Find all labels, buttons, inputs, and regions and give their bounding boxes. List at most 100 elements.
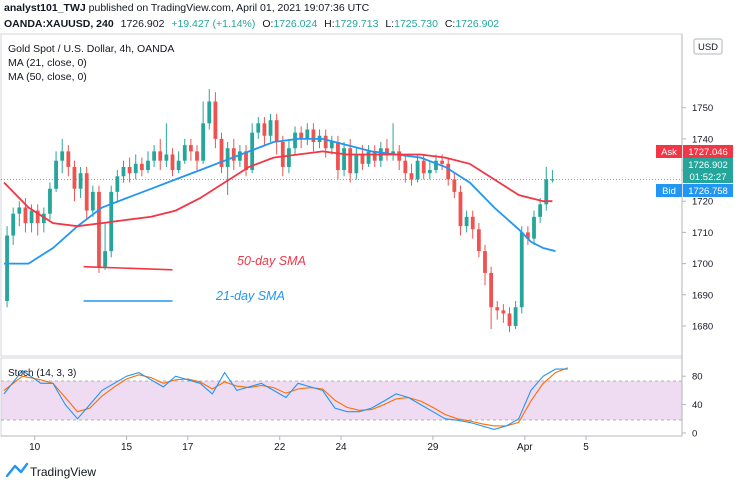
candle-body bbox=[5, 235, 9, 301]
candle-body bbox=[311, 129, 316, 142]
candle-body bbox=[78, 173, 83, 189]
low-label: L: bbox=[385, 18, 395, 30]
bid-label: Bid bbox=[662, 186, 676, 197]
candle-body bbox=[164, 154, 169, 161]
candle-body bbox=[195, 151, 199, 161]
candle-body bbox=[133, 163, 138, 174]
candle-body bbox=[176, 160, 181, 171]
stoch-tick-label: 80 bbox=[692, 372, 703, 383]
price-change: +19.427 (+1.14%) bbox=[171, 18, 256, 30]
symbol-name[interactable]: OANDA:XAUUSD, 240 bbox=[4, 18, 114, 30]
author-name[interactable]: analyst101_TWJ bbox=[4, 2, 86, 14]
stoch-k-line bbox=[3, 368, 568, 430]
last-price-box bbox=[683, 158, 733, 183]
brand-name[interactable]: TradingView bbox=[30, 465, 97, 479]
legend-title[interactable]: Gold Spot / U.S. Dollar, 4h, OANDA bbox=[8, 43, 175, 55]
high-label: H: bbox=[324, 18, 335, 30]
candle-body bbox=[391, 151, 395, 155]
candle-body bbox=[452, 179, 457, 192]
candle-body bbox=[489, 272, 494, 308]
candle-body bbox=[354, 154, 359, 174]
candle-body bbox=[427, 170, 432, 174]
price-tick-label: 1750 bbox=[692, 103, 713, 114]
candle-body bbox=[121, 166, 126, 177]
candle-body bbox=[231, 148, 236, 161]
candle-body bbox=[146, 160, 150, 171]
candle-body bbox=[182, 145, 187, 161]
candle-body bbox=[544, 179, 549, 205]
candle-body bbox=[103, 251, 107, 267]
bar-countdown: 01:52:27 bbox=[690, 172, 727, 183]
currency-button[interactable] bbox=[693, 38, 723, 55]
candle-body bbox=[458, 191, 463, 227]
candle-body bbox=[244, 151, 248, 171]
open-value: 1726.024 bbox=[273, 18, 318, 30]
candle-body bbox=[238, 151, 242, 161]
legend-ma50[interactable]: MA (50, close, 0) bbox=[8, 71, 87, 83]
time-tick-label: 15 bbox=[121, 442, 133, 453]
chart-legend: Gold Spot / U.S. Dollar, 4h, OANDA MA (2… bbox=[8, 42, 174, 84]
candle-body bbox=[366, 151, 371, 164]
candle-body bbox=[483, 251, 487, 273]
candle-body bbox=[532, 216, 536, 239]
candle-body bbox=[170, 154, 175, 171]
candle-body bbox=[415, 160, 420, 180]
ask-label: Ask bbox=[661, 147, 677, 158]
ask-label-box bbox=[656, 145, 682, 158]
candle-body bbox=[219, 138, 224, 167]
time-tick-label: 10 bbox=[29, 442, 41, 453]
legend-ma21[interactable]: MA (21, close, 0) bbox=[8, 57, 87, 69]
candle-body bbox=[54, 160, 58, 189]
sma21-annotation: 21-day SMA bbox=[215, 289, 285, 303]
stoch-tick-label: 40 bbox=[692, 400, 703, 411]
candle-body bbox=[360, 154, 365, 164]
candle-body bbox=[476, 229, 481, 252]
candle-body bbox=[440, 160, 444, 164]
candle-body bbox=[262, 123, 267, 136]
candle-body bbox=[434, 160, 438, 171]
candle-body bbox=[23, 207, 28, 224]
bid-value-box bbox=[683, 184, 733, 197]
last-price: 1726.902 bbox=[120, 18, 165, 30]
ma21-line bbox=[4, 137, 556, 265]
candle-body bbox=[507, 313, 512, 326]
candle-body bbox=[41, 213, 46, 224]
candle-body bbox=[348, 148, 353, 174]
published-text: published on TradingView.com, April 01, … bbox=[85, 2, 370, 14]
currency-label: USD bbox=[698, 42, 718, 53]
candle-body bbox=[17, 207, 22, 214]
candle-body bbox=[525, 232, 530, 239]
candle-body bbox=[201, 123, 206, 161]
candle-body bbox=[329, 142, 334, 149]
candle-body bbox=[256, 123, 261, 133]
stoch-tick-label: 0 bbox=[692, 429, 697, 440]
candle-body bbox=[538, 204, 543, 217]
candle-body bbox=[397, 151, 402, 161]
time-tick-label: 24 bbox=[335, 442, 347, 453]
candle-body bbox=[403, 160, 408, 174]
candle-body bbox=[72, 166, 77, 189]
candle-body bbox=[464, 216, 469, 227]
candle-body bbox=[152, 151, 157, 161]
candle-body bbox=[385, 148, 389, 155]
candle-body bbox=[550, 179, 555, 181]
time-tick-label: 22 bbox=[274, 442, 286, 453]
candle-body bbox=[299, 132, 304, 139]
open-label: O: bbox=[262, 18, 274, 30]
time-tick-label: 17 bbox=[182, 442, 194, 453]
candle-body bbox=[139, 163, 144, 171]
stoch-legend[interactable]: Stoch (14, 3, 3) bbox=[8, 368, 77, 379]
candle-body bbox=[268, 120, 273, 136]
price-tick-label: 1740 bbox=[692, 134, 713, 145]
candle-body bbox=[250, 132, 255, 171]
time-tick-label: Apr bbox=[517, 442, 533, 453]
candle-body bbox=[280, 142, 285, 167]
chart-header: analyst101_TWJ published on TradingView.… bbox=[0, 0, 740, 34]
candle-body bbox=[207, 101, 212, 124]
bid-label-box bbox=[656, 184, 682, 197]
tradingview-logo-icon bbox=[5, 462, 29, 478]
candle-body bbox=[470, 216, 475, 230]
price-tick-label: 1680 bbox=[692, 321, 713, 332]
candle-body bbox=[274, 120, 279, 142]
